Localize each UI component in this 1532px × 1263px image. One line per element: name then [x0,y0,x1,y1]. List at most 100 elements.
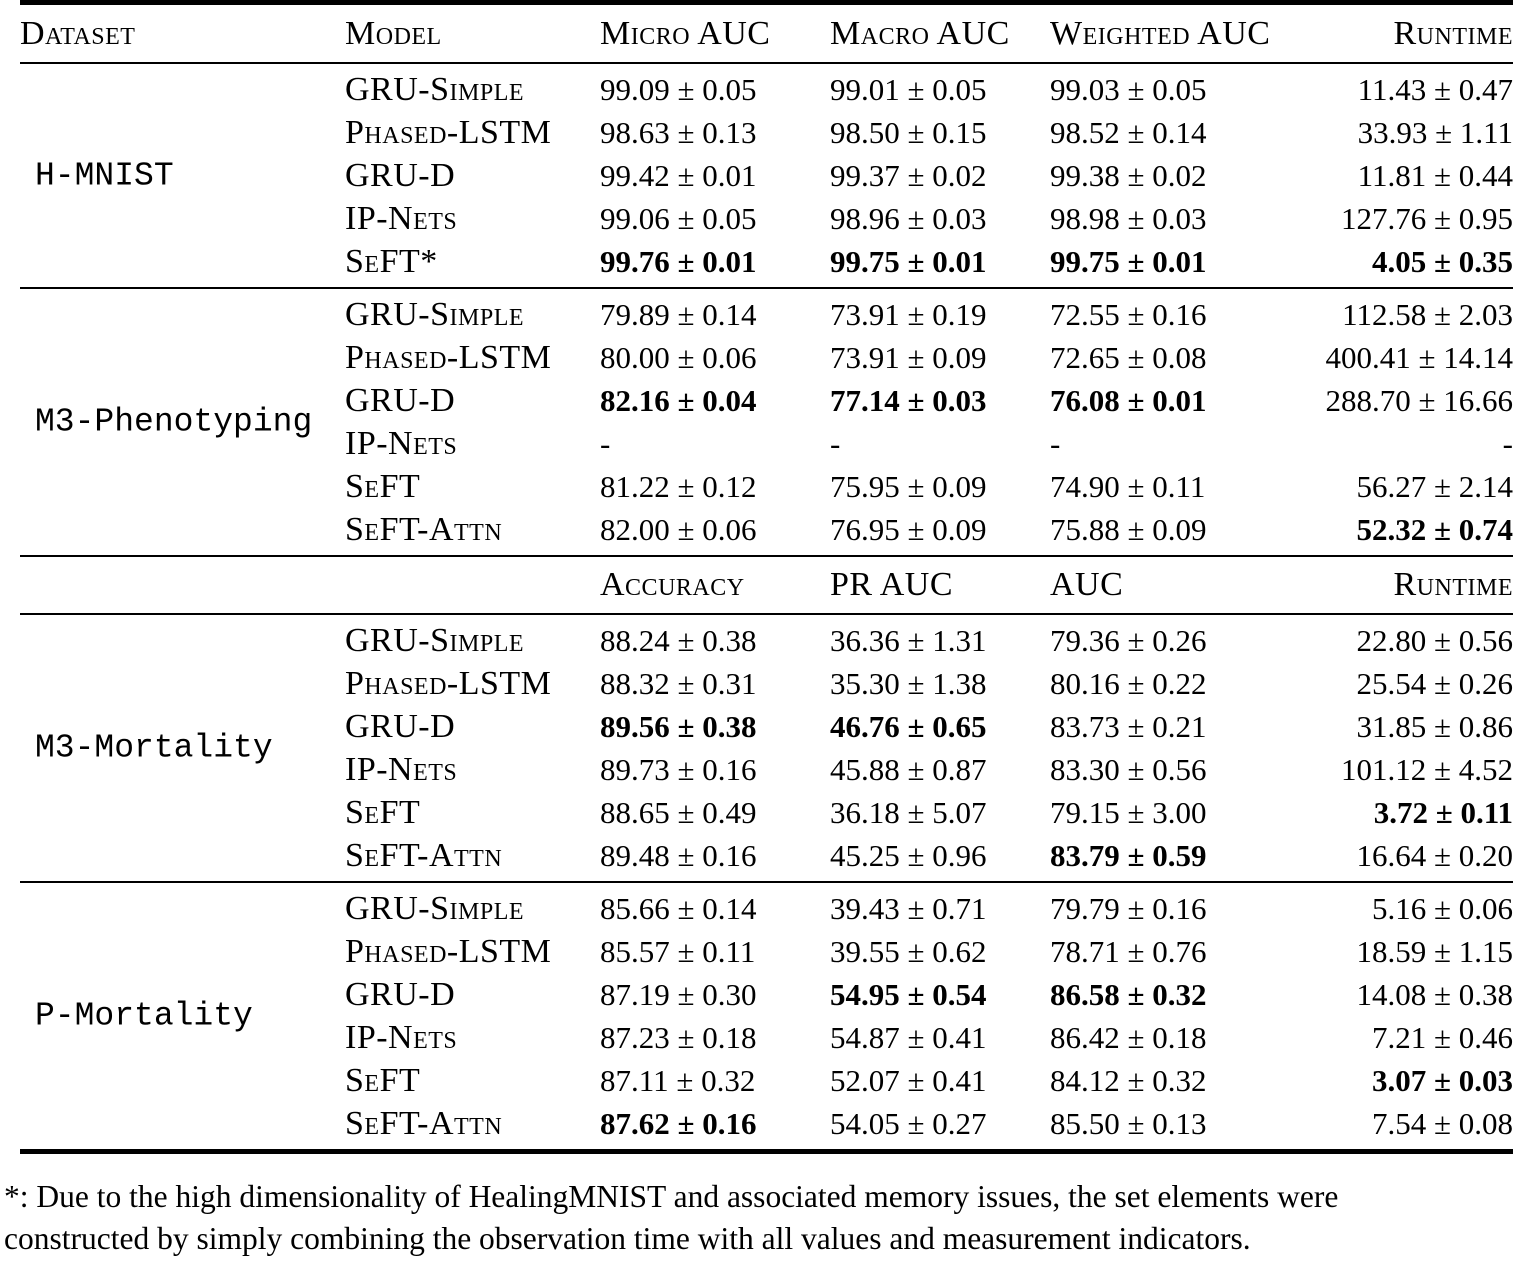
table-row: IP-Nets 99.06 ± 0.05 98.96 ± 0.03 98.98 ± 0… [20,197,1513,240]
col-header-runtime: Runtime [1393,14,1513,52]
header-rule [20,613,1513,615]
metric-value: 99.09 ± 0.05 [600,71,757,107]
table-row: GRU-Simple 99.09 ± 0.05 99.01 ± 0.05 99.03 … [20,68,1513,111]
model-name: SeFT-Attn [345,1104,503,1142]
table-row: GRU-Simple 85.66 ± 0.14 39.43 ± 0.71 79.79 … [20,887,1513,930]
metric-value: 99.37 ± 0.02 [830,157,987,193]
table-row: GRU-D 89.56 ± 0.38 46.76 ± 0.65 83.73 ± 0.2… [20,705,1513,748]
metric-value: 72.65 ± 0.08 [1050,339,1207,375]
section-h-mnist: H-MNIST GRU-Simple 99.09 ± 0.05 99.01 ± 0.0… [20,64,1513,287]
metric-value: 54.87 ± 0.41 [830,1019,987,1055]
runtime-value: 5.16 ± 0.06 [1371,890,1513,926]
metric-value: 99.06 ± 0.05 [600,200,757,236]
metric-value: 46.76 ± 0.65 [830,708,987,744]
runtime-value: 52.32 ± 0.74 [1356,511,1513,547]
footnote-line: *: Due to the high dimensionality of Hea… [4,1179,1339,1214]
model-name: IP-Nets [345,1018,458,1056]
metric-value: 85.50 ± 0.13 [1050,1105,1207,1141]
section-m3-phenotyping: M3-Phenotyping GRU-Simple 79.89 ± 0.14 73.9… [20,289,1513,555]
runtime-value: 14.08 ± 0.38 [1356,976,1513,1012]
metric-value: 76.95 ± 0.09 [830,511,987,547]
runtime-value: 3.07 ± 0.03 [1371,1062,1513,1098]
metric-value: 98.98 ± 0.03 [1050,200,1207,236]
col-header-accuracy: Accuracy [600,566,745,603]
table-row: GRU-D 99.42 ± 0.01 99.37 ± 0.02 99.38 ± 0.0… [20,154,1513,197]
metric-value: 98.52 ± 0.14 [1050,114,1207,150]
col-header-runtime: Runtime [1393,566,1513,603]
runtime-value: 400.41 ± 14.14 [1325,339,1513,375]
model-name: GRU-D [345,707,456,745]
model-name: SeFT [345,793,421,831]
metric-value: 80.16 ± 0.22 [1050,665,1207,701]
metric-value: 99.76 ± 0.01 [600,243,757,279]
footnote-line: constructed by simply combining the obse… [4,1221,1251,1256]
runtime-value: - [1502,425,1513,461]
results-table: Dataset Model Micro AUC Macro AUC Weight… [20,0,1513,1154]
metric-value: 89.56 ± 0.38 [600,708,757,744]
model-name: SeFT [345,1061,421,1099]
metric-value: 87.11 ± 0.32 [600,1062,756,1098]
metric-value: 86.58 ± 0.32 [1050,976,1207,1012]
metric-value: 83.30 ± 0.56 [1050,751,1207,787]
table-row: SeFT 81.22 ± 0.12 75.95 ± 0.09 74.90 ± 0.11… [20,465,1513,508]
metric-value: 99.03 ± 0.05 [1050,71,1207,107]
table-row: IP-Nets 89.73 ± 0.16 45.88 ± 0.87 83.30 ± 0… [20,748,1513,791]
metric-value: 86.42 ± 0.18 [1050,1019,1207,1055]
section-rule [20,555,1513,557]
model-name: SeFT-Attn [345,510,503,548]
runtime-value: 101.12 ± 4.52 [1340,751,1513,787]
metric-value: 99.42 ± 0.01 [600,157,757,193]
metric-value: 88.65 ± 0.49 [600,794,757,830]
section-rule [20,287,1513,289]
bottom-rule [20,1149,1513,1154]
table-row: Phased-LSTM 98.63 ± 0.13 98.50 ± 0.15 98.52… [20,111,1513,154]
table-row: IP-Nets 87.23 ± 0.18 54.87 ± 0.41 86.42 ± 0… [20,1016,1513,1059]
runtime-value: 22.80 ± 0.56 [1356,622,1513,658]
metric-value: 75.95 ± 0.09 [830,468,987,504]
runtime-value: 127.76 ± 0.95 [1340,200,1513,236]
model-name: Phased-LSTM [345,338,552,376]
model-name: Phased-LSTM [345,932,552,970]
runtime-value: 33.93 ± 1.11 [1357,114,1513,150]
table-row: SeFT 87.11 ± 0.32 52.07 ± 0.41 84.12 ± 0.32… [20,1059,1513,1102]
runtime-value: 11.43 ± 0.47 [1357,71,1513,107]
metric-value: 79.15 ± 3.00 [1050,794,1207,830]
runtime-value: 18.59 ± 1.15 [1356,933,1513,969]
model-name: IP-Nets [345,750,458,788]
metric-value: 79.36 ± 0.26 [1050,622,1207,658]
metric-value: 89.73 ± 0.16 [600,751,757,787]
table-row: Phased-LSTM 88.32 ± 0.31 35.30 ± 1.38 80.16… [20,662,1513,705]
metric-value: 84.12 ± 0.32 [1050,1062,1207,1098]
table-row: Phased-LSTM 80.00 ± 0.06 73.91 ± 0.09 72.65… [20,336,1513,379]
runtime-value: 288.70 ± 16.66 [1325,382,1513,418]
table-row: Phased-LSTM 85.57 ± 0.11 39.55 ± 0.62 78.71… [20,930,1513,973]
top-rule [20,0,1513,5]
section-rule [20,881,1513,883]
table-row: GRU-Simple 79.89 ± 0.14 73.91 ± 0.19 72.55 … [20,293,1513,336]
metric-value: - [830,425,841,461]
col-header-pr-auc: PR AUC [830,566,953,603]
metric-value: 39.43 ± 0.71 [830,890,987,926]
metric-value: 80.00 ± 0.06 [600,339,757,375]
metric-value: 99.75 ± 0.01 [1050,243,1207,279]
metric-value: 79.89 ± 0.14 [600,296,757,332]
table-row: IP-Nets - - - - [20,422,1513,465]
col-header-weighted-auc: Weighted AUC [1050,14,1271,52]
metric-value: 88.32 ± 0.31 [600,665,757,701]
model-name: GRU-D [345,156,456,194]
col-header-auc: AUC [1050,566,1124,603]
model-name: SeFT-Attn [345,836,503,874]
metric-value: 82.00 ± 0.06 [600,511,757,547]
runtime-value: 3.72 ± 0.11 [1373,794,1513,830]
metric-value: 45.25 ± 0.96 [830,837,987,873]
metric-value: 45.88 ± 0.87 [830,751,987,787]
metric-value: 87.62 ± 0.16 [600,1105,757,1141]
metric-value: 73.91 ± 0.09 [830,339,987,375]
metric-value: 73.91 ± 0.19 [830,296,987,332]
metric-value: 98.96 ± 0.03 [830,200,987,236]
model-name: IP-Nets [345,424,458,462]
metric-value: 54.05 ± 0.27 [830,1105,987,1141]
model-name: Phased-LSTM [345,113,552,151]
metric-value: 77.14 ± 0.03 [830,382,987,418]
table-row: SeFT* 99.76 ± 0.01 99.75 ± 0.01 99.75 ± 0.0… [20,240,1513,283]
